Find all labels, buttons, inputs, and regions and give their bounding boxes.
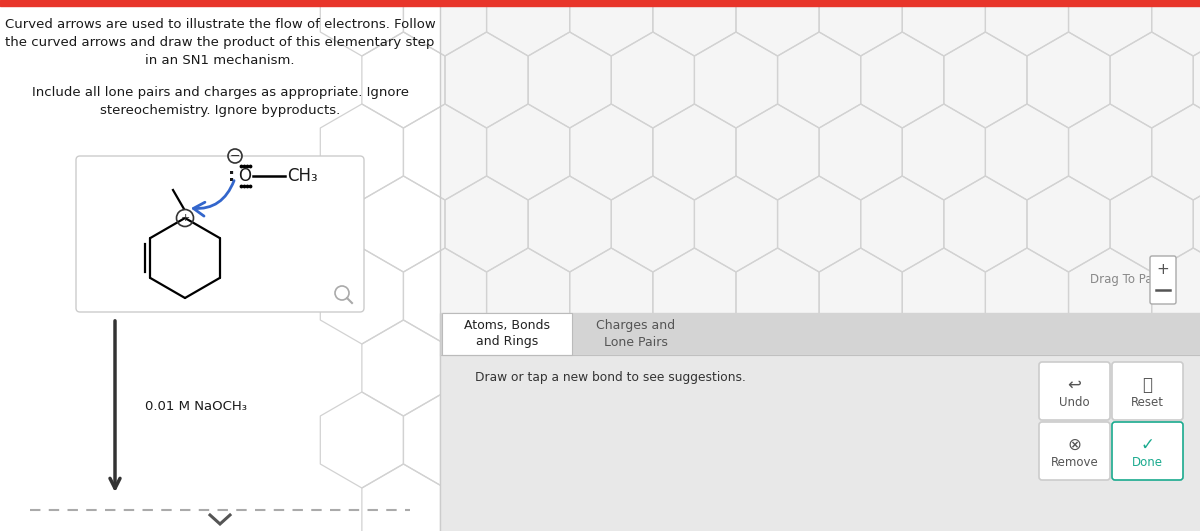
Text: Charges and
Lone Pairs: Charges and Lone Pairs: [596, 320, 676, 348]
FancyBboxPatch shape: [442, 313, 572, 355]
Bar: [442, 313, 572, 355]
FancyBboxPatch shape: [1039, 362, 1110, 420]
Bar: [440, 6, 1200, 531]
Text: ✓: ✓: [1140, 436, 1154, 454]
FancyBboxPatch shape: [76, 156, 364, 312]
Text: Atoms, Bonds
and Rings: Atoms, Bonds and Rings: [464, 320, 550, 348]
Text: 🤚: 🤚: [1162, 273, 1170, 287]
Text: 0.01 M NaOCH₃: 0.01 M NaOCH₃: [145, 400, 247, 413]
Text: Curved arrows are used to illustrate the flow of electrons. Follow
the curved ar: Curved arrows are used to illustrate the…: [5, 18, 436, 67]
Text: ↩: ↩: [1068, 376, 1081, 394]
Text: 🗑: 🗑: [1142, 376, 1152, 394]
FancyBboxPatch shape: [1112, 422, 1183, 480]
Text: Reset: Reset: [1132, 396, 1164, 409]
FancyBboxPatch shape: [1112, 362, 1183, 420]
Text: O: O: [239, 167, 252, 185]
Text: +: +: [1157, 262, 1169, 278]
Text: −: −: [229, 150, 240, 162]
Text: CH₃: CH₃: [287, 167, 318, 185]
Text: +: +: [180, 213, 190, 223]
Bar: [440, 355, 1200, 531]
Text: Drag To Pan: Drag To Pan: [1090, 273, 1160, 287]
Text: Done: Done: [1132, 456, 1163, 469]
Bar: [0, 6, 440, 531]
Bar: [440, 313, 1200, 355]
Text: Remove: Remove: [1051, 456, 1098, 469]
Text: Draw or tap a new bond to see suggestions.: Draw or tap a new bond to see suggestion…: [475, 371, 746, 383]
FancyBboxPatch shape: [1150, 256, 1176, 304]
FancyBboxPatch shape: [1039, 422, 1110, 480]
Text: ⊗: ⊗: [1068, 436, 1081, 454]
Text: Undo: Undo: [1060, 396, 1090, 409]
Bar: [0, 0, 1200, 6]
Text: Include all lone pairs and charges as appropriate. Ignore
stereochemistry. Ignor: Include all lone pairs and charges as ap…: [31, 86, 408, 117]
FancyArrowPatch shape: [193, 181, 234, 216]
Text: :: :: [228, 167, 235, 185]
